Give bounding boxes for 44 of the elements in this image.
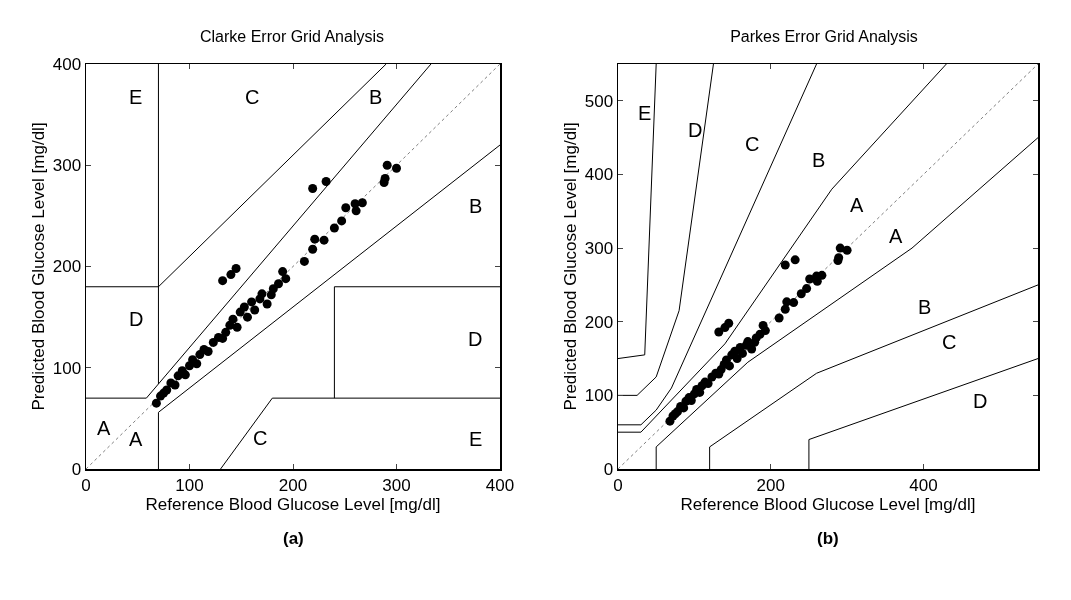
annotation: A — [129, 428, 143, 450]
annotation: A — [850, 194, 864, 216]
x-axis-title: Reference Blood Glucose Level [mg/dl] — [145, 495, 441, 515]
y-tick-label: 200 — [52, 257, 82, 277]
text: (a) — [283, 529, 304, 548]
annotation: E — [469, 428, 483, 450]
annotation: B — [812, 149, 826, 171]
annotation: C — [253, 427, 268, 449]
annotation: A — [889, 225, 903, 247]
y-tick-label: 300 — [52, 156, 82, 176]
annotation: D — [973, 390, 988, 412]
chart-title: Parkes Error Grid Analysis — [730, 27, 918, 45]
annotation: E — [129, 86, 143, 108]
annotation: C — [245, 86, 260, 108]
annotation: E — [638, 102, 652, 124]
x-tick-label: 400 — [909, 475, 938, 495]
text: (b) — [817, 529, 839, 548]
x-tick-label: 200 — [278, 475, 308, 495]
y-tick-label: 300 — [584, 239, 614, 259]
y-tick-label: 100 — [584, 386, 614, 406]
annotation: D — [468, 328, 483, 350]
annotation: C — [745, 133, 760, 155]
y-tick-label: 500 — [584, 91, 614, 111]
annotation: B — [369, 86, 383, 108]
y-axis-title: Predicted Blood Glucose Level [mg/dl] — [560, 122, 580, 411]
annotation: A — [97, 417, 111, 439]
y-tick-label: 0 — [603, 459, 614, 479]
annotation: C — [942, 331, 957, 353]
y-tick-label: 100 — [52, 358, 82, 378]
annotation: D — [129, 308, 144, 330]
annotation: B — [918, 296, 932, 318]
y-tick-label: 400 — [584, 165, 614, 185]
y-axis-title: Predicted Blood Glucose Level [mg/dl] — [28, 122, 48, 411]
annotation: D — [688, 119, 703, 141]
annotation: B — [469, 195, 483, 217]
x-axis-title: Reference Blood Glucose Level [mg/dl] — [680, 495, 976, 515]
x-tick-label: 100 — [175, 475, 204, 495]
x-tick-label: 300 — [382, 475, 411, 495]
y-tick-label: 400 — [52, 54, 82, 74]
x-tick-label: 200 — [756, 475, 785, 495]
chart-title: Clarke Error Grid Analysis — [199, 27, 385, 45]
y-tick-label: 0 — [71, 459, 82, 479]
y-tick-label: 200 — [584, 312, 614, 332]
x-tick-label: 400 — [485, 475, 515, 495]
